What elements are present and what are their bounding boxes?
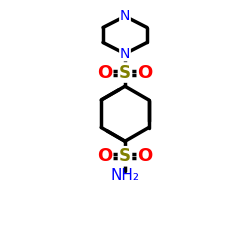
Text: N: N (120, 9, 130, 23)
Text: S: S (119, 64, 131, 82)
Text: O: O (98, 147, 112, 165)
Text: S: S (119, 147, 131, 165)
Text: O: O (138, 147, 152, 165)
Text: O: O (138, 64, 152, 82)
Text: NH₂: NH₂ (110, 168, 140, 183)
Text: O: O (98, 64, 112, 82)
Text: N: N (120, 47, 130, 61)
